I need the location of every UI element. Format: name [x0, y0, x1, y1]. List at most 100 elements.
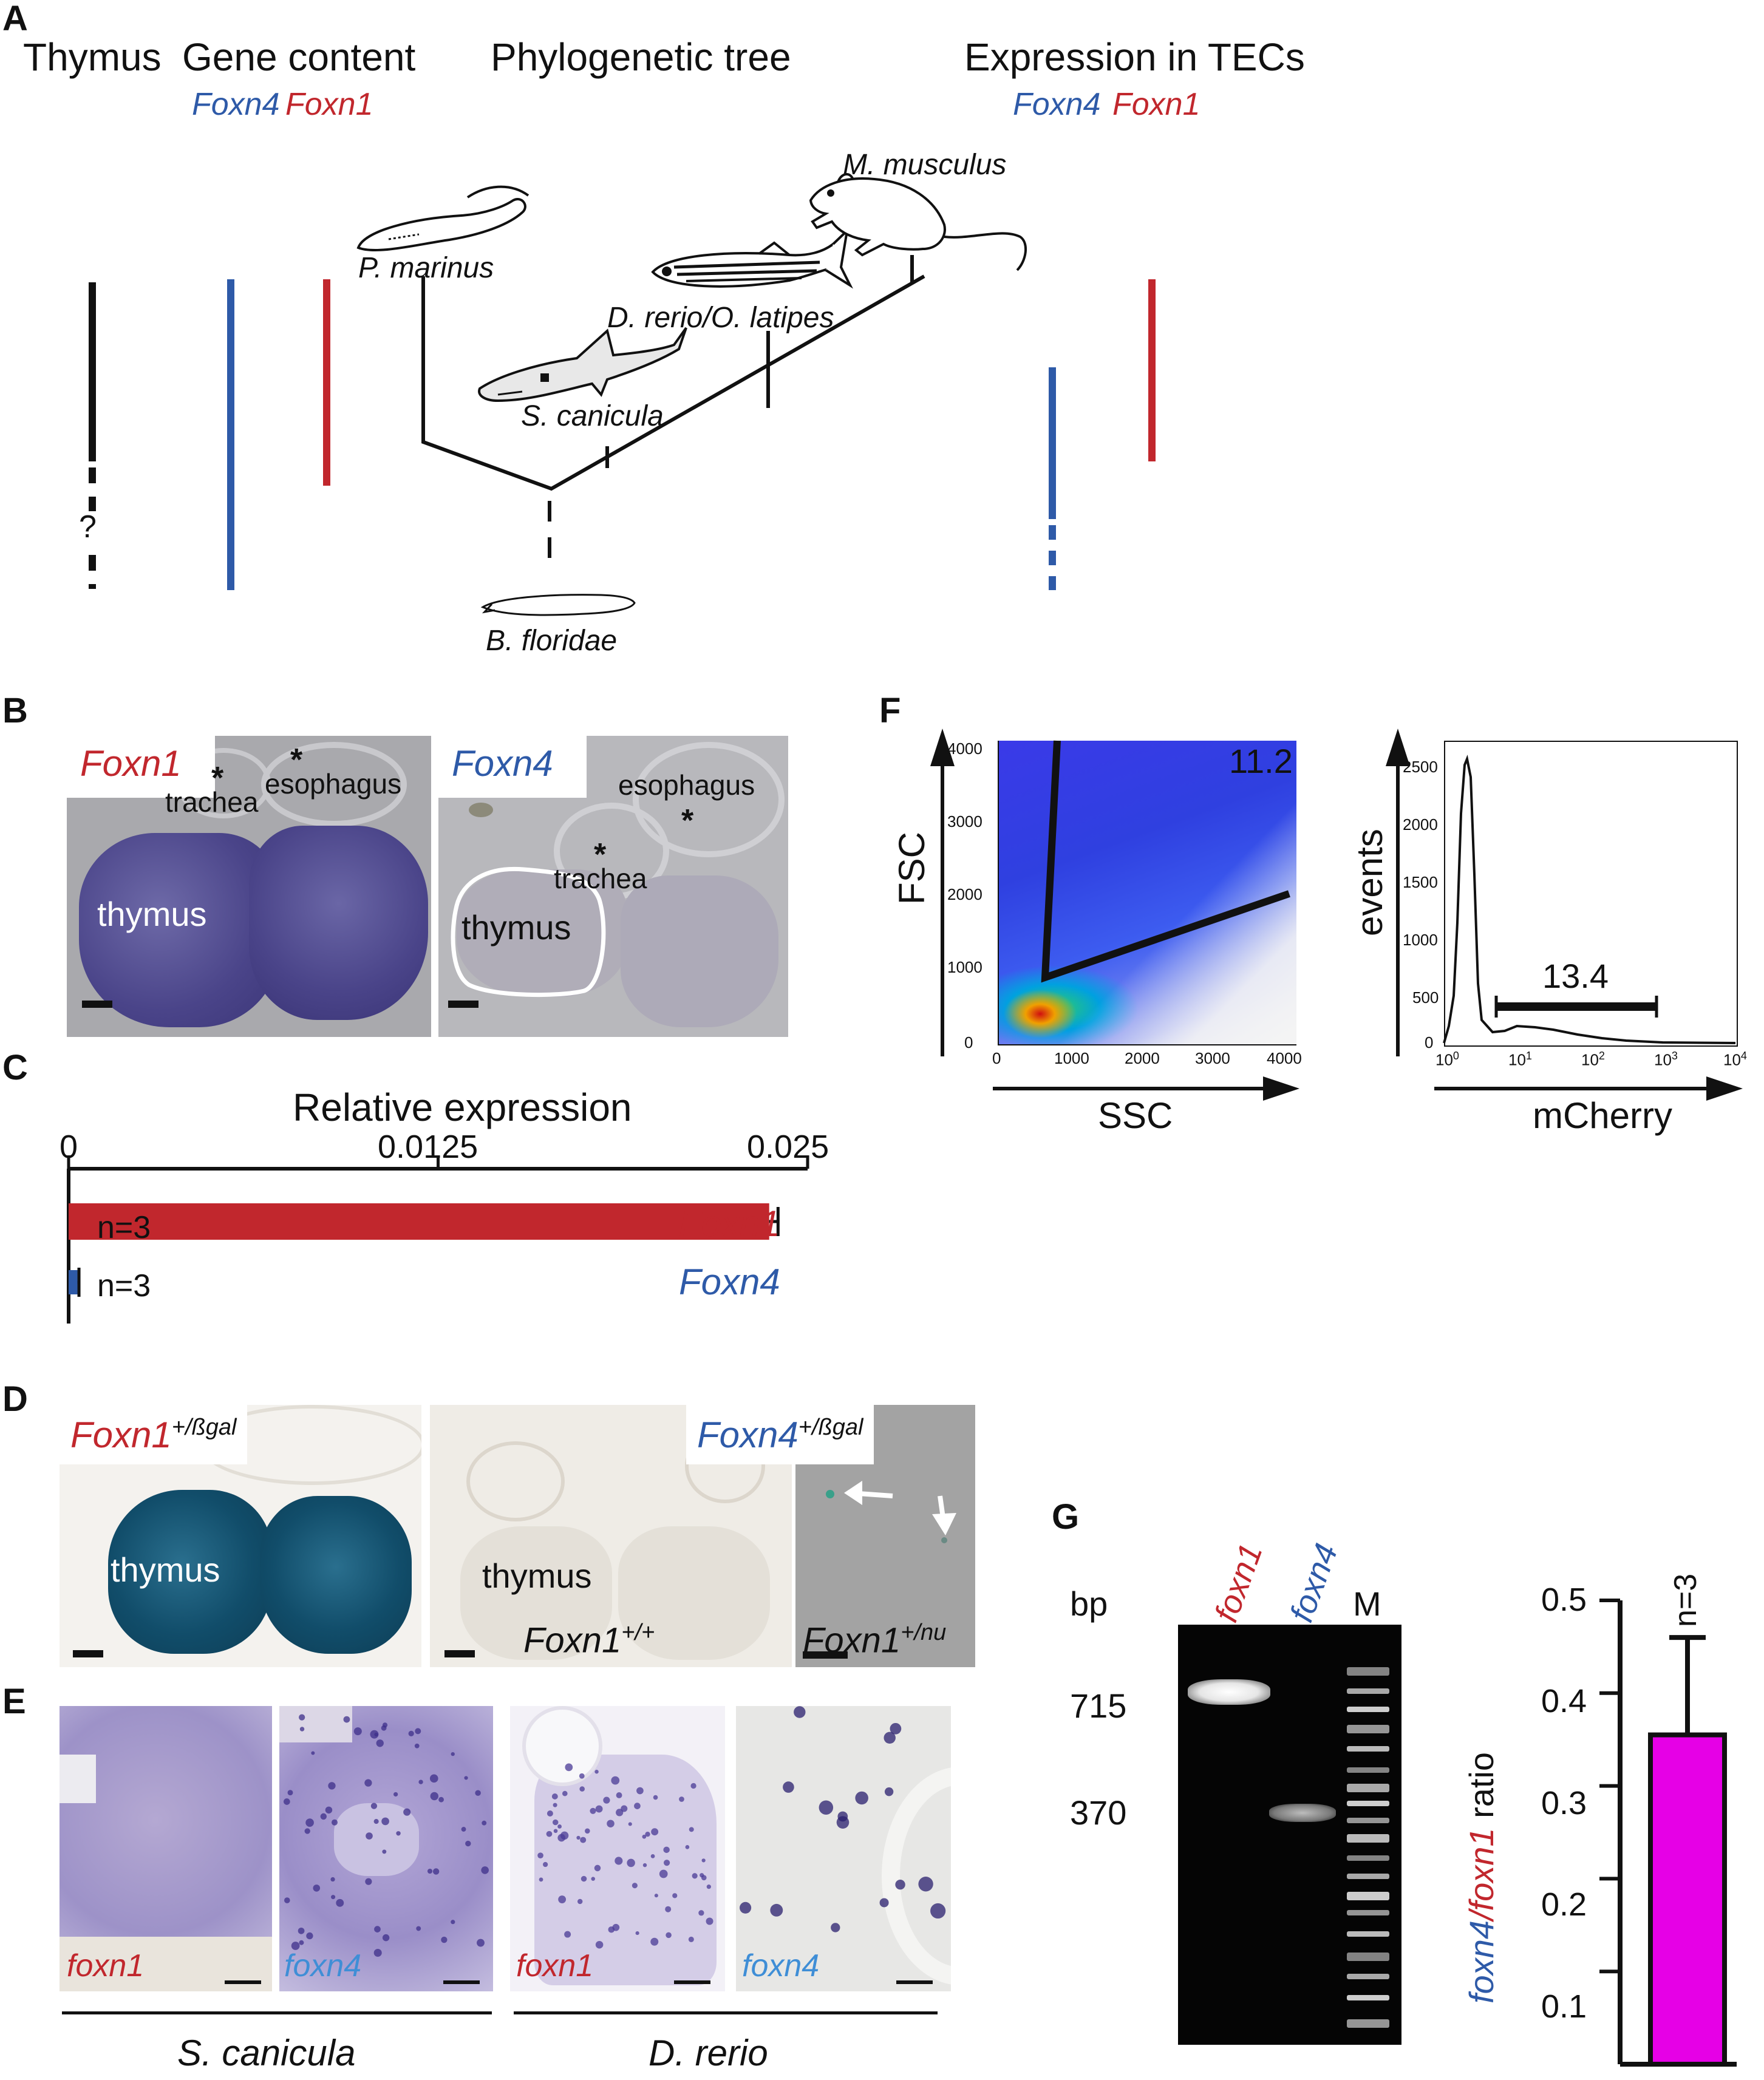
e-stain-dot: [591, 1877, 595, 1881]
gene-tag-b-foxn1: Foxn1: [67, 736, 215, 798]
genotype-d2-sup: +/+: [621, 1620, 655, 1645]
histogram-ytick-0: 0: [1425, 1033, 1434, 1052]
chart-c-bar-foxn4: [69, 1270, 78, 1294]
scale-bar-e1: [225, 1980, 261, 1984]
scale-bar-d3: [803, 1651, 848, 1659]
e-stain-dot: [328, 1782, 336, 1790]
e-stain-dot: [628, 1822, 632, 1826]
chart-g-ytick-4: 0.1: [1541, 1988, 1587, 2025]
e-stain-dot: [481, 1866, 489, 1874]
star-trachea-b2: *: [594, 837, 607, 872]
gel-ladder: [1342, 1625, 1397, 2045]
panel-letter-e: E: [2, 1682, 26, 1721]
e-stain-dot: [365, 1878, 372, 1885]
scatter-gate: [1041, 740, 1290, 983]
chart-c-xtick-1: 0.0125: [378, 1129, 478, 1165]
gel-bp-label: bp: [1070, 1585, 1108, 1623]
gel-ladder-band: [1347, 1801, 1389, 1806]
scale-bar-e2: [443, 1980, 480, 1984]
gel-ladder-band: [1347, 1855, 1389, 1861]
e-stain-dot: [855, 1791, 868, 1805]
chart-g-ytick-0: 0.5: [1541, 1582, 1587, 1618]
gene-tag-d-foxn4-sup: +/ßgal: [798, 1415, 863, 1440]
e-stain-dot: [311, 1751, 315, 1755]
e-stain-dot: [831, 1923, 840, 1932]
panel-letter-g: G: [1052, 1497, 1080, 1537]
e-stain-dot: [594, 1864, 601, 1872]
e-stain-dot: [283, 1798, 290, 1805]
gel-ladder-band: [1347, 1974, 1389, 1979]
e-stain-dot: [430, 1792, 439, 1801]
e-stain-dot: [634, 1803, 641, 1809]
e-stain-dot: [666, 1932, 672, 1939]
species-amphioxus: B. floridae: [486, 625, 618, 657]
e-stain-dot: [376, 1739, 384, 1747]
hx1-exp: 1: [1525, 1050, 1532, 1062]
gel-ladder-band: [1347, 1667, 1389, 1676]
gel-image: [1178, 1625, 1401, 2045]
shark-drawing: [478, 327, 687, 403]
label-e-foxn4-shark: foxn4: [284, 1948, 362, 1983]
mouse-drawing: [809, 173, 1027, 271]
chart-c-category-foxn1: Foxn1: [679, 1203, 780, 1244]
chart-c-plot: [67, 1155, 809, 1324]
e-stain-dot: [403, 1808, 411, 1816]
e-stain-dot: [616, 1809, 624, 1817]
hx0-exp: 0: [1452, 1050, 1459, 1062]
scatter-xtick-2000: 2000: [1125, 1049, 1160, 1067]
chart-c-category-foxn4: Foxn4: [679, 1262, 780, 1302]
histogram-gate-value: 13.4: [1542, 957, 1609, 995]
label-thymus-b2: thymus: [461, 908, 571, 947]
label-e-foxn4-zebrafish: foxn4: [742, 1948, 820, 1983]
e-stain-dot: [576, 1835, 581, 1840]
e-stain-dot: [408, 1730, 414, 1737]
e-stain-dot: [665, 1906, 672, 1912]
e-stain-dot: [611, 1776, 620, 1785]
micrograph-e-zebrafish-foxn1: [510, 1706, 725, 1991]
e-stain-dot: [608, 1926, 615, 1933]
e-stain-dot: [595, 1805, 603, 1813]
gel-ladder-band: [1347, 1707, 1389, 1712]
chart-g-bar: [1648, 1732, 1727, 2067]
e-stain-dot: [553, 1829, 558, 1834]
histogram-xlabel: mCherry: [1533, 1095, 1673, 1136]
scatter-ytick-1000: 1000: [947, 958, 982, 976]
e-stain-dot: [304, 1828, 310, 1834]
e-stain-dot: [603, 1796, 610, 1804]
e-stain-dot: [659, 1869, 668, 1878]
species-e-left: S. canicula: [177, 2033, 356, 2073]
gene-tag-d-foxn1: Foxn1+/ßgal: [60, 1405, 248, 1464]
e-stain-dot: [564, 1931, 571, 1938]
genotype-d2: Foxn1+/+: [523, 1621, 655, 1658]
gene-tag-b-foxn4: Foxn4: [438, 736, 587, 798]
e-stain-dot: [552, 1819, 559, 1826]
chart-g-ytick-2: 0.3: [1541, 1785, 1587, 1821]
gene-tag-d-foxn4: Foxn4+/ßgal: [686, 1405, 874, 1464]
scatter-xlabel: SSC: [1098, 1095, 1173, 1136]
f-axes: [930, 729, 1743, 1101]
e-stain-dot: [770, 1903, 783, 1917]
genotype-d2-text: Foxn1: [523, 1620, 622, 1660]
e-stain-dot: [783, 1781, 794, 1793]
scale-bar-d2: [444, 1650, 475, 1657]
e-stain-dot: [579, 1773, 585, 1779]
label-trachea-b1: trachea: [165, 786, 259, 818]
e-stain-dot: [645, 1831, 650, 1837]
e-stain-dot: [427, 1868, 433, 1874]
gene-tag-d-foxn1-text: Foxn1: [70, 1415, 172, 1455]
e-stain-dot: [794, 1706, 806, 1718]
e-stain-dot: [330, 1877, 335, 1882]
e-stain-dot: [320, 1813, 327, 1820]
histogram-xtick-2: 102: [1581, 1050, 1605, 1068]
hx2-base: 10: [1581, 1050, 1599, 1069]
e-stain-dot: [432, 1868, 440, 1875]
e-stain-dot: [415, 1728, 421, 1735]
scatter-xtick-0: 0: [992, 1049, 1001, 1067]
scale-bar-d1: [73, 1650, 103, 1657]
e-stain-dot: [418, 1779, 423, 1784]
gel-ladder-band: [1347, 1995, 1389, 2000]
e-stain-dot: [539, 1877, 543, 1882]
species-mouse: M. musculus: [843, 149, 1007, 181]
e-stain-dot: [299, 1727, 305, 1732]
